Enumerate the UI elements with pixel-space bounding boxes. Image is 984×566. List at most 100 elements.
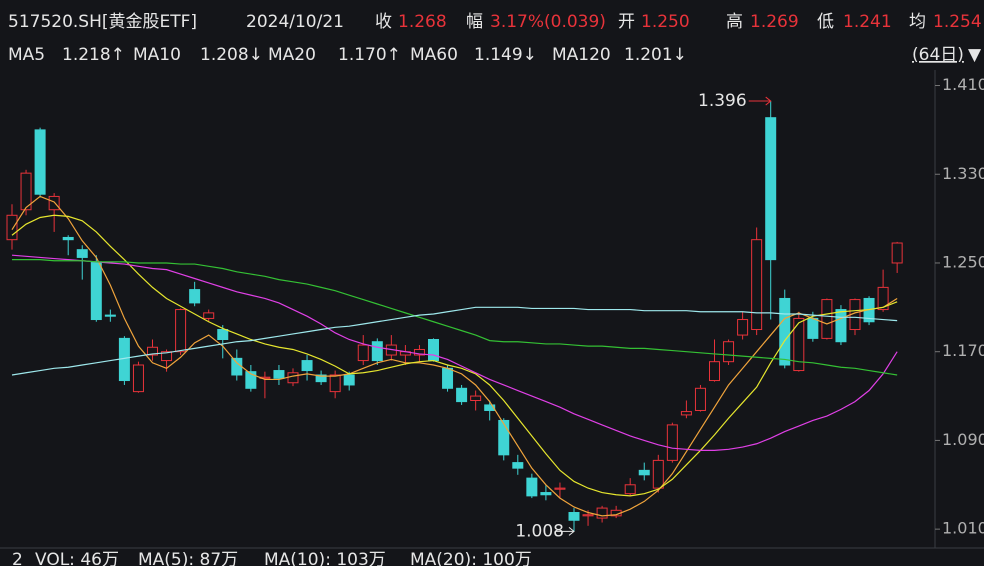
- candle-body: [891, 242, 903, 264]
- candle-body: [62, 236, 74, 241]
- legend-name: MA120: [552, 45, 611, 65]
- candle-body: [34, 129, 46, 195]
- candle-body: [779, 297, 791, 366]
- candle-body: [877, 286, 889, 311]
- volume-legend: MA(10): 103万: [264, 550, 386, 566]
- field-label: 高: [726, 12, 743, 32]
- candle-body: [20, 172, 32, 211]
- candle-body: [371, 341, 383, 362]
- legend-name: MA20: [268, 45, 316, 65]
- candle-body: [217, 329, 229, 340]
- field-value: 1.254: [933, 12, 982, 32]
- y-tick-label: 1.330: [942, 164, 984, 183]
- candle-body: [104, 314, 116, 317]
- y-tick-label: 1.410: [942, 75, 984, 94]
- candle-body: [357, 344, 369, 362]
- candle-body: [596, 507, 608, 519]
- legend-name: MA10: [133, 45, 181, 65]
- candle-body: [231, 357, 243, 376]
- candle-body: [343, 374, 355, 386]
- candle-body: [273, 370, 285, 379]
- candle-body: [456, 387, 468, 403]
- candle-body: [498, 419, 510, 456]
- candle-body: [638, 469, 650, 476]
- candle-body: [329, 374, 341, 393]
- field-value: 1.269: [750, 12, 799, 32]
- period-button[interactable]: (64日): [912, 45, 964, 65]
- candle-body: [203, 312, 215, 319]
- date: 2024/10/21: [246, 12, 344, 32]
- y-tick-label: 1.010: [942, 519, 984, 538]
- y-tick-label: 1.250: [942, 252, 984, 271]
- candle-body: [76, 249, 88, 258]
- annotation: 1.008: [515, 521, 564, 541]
- candle-body: [568, 512, 580, 521]
- candle-body: [161, 351, 173, 362]
- legend-name: MA60: [410, 45, 458, 65]
- security-title: 517520.SH[黄金股ETF]: [8, 12, 197, 32]
- field-label: 幅: [466, 12, 483, 32]
- legend-value: 1.208↓: [200, 45, 263, 65]
- candle-body: [6, 214, 18, 241]
- candle-body: [48, 195, 60, 211]
- candle-body: [666, 424, 678, 461]
- legend-value: 1.201↓: [624, 45, 687, 65]
- candle-body: [624, 484, 636, 495]
- candle-body: [413, 348, 425, 356]
- ma-line: [11, 195, 898, 517]
- candle-body: [484, 404, 496, 411]
- candle-body: [554, 487, 566, 490]
- ma-line: [11, 254, 898, 452]
- annotation: 1.396: [698, 91, 747, 111]
- y-tick-label: 1.170: [942, 341, 984, 360]
- field-value: 1.268: [398, 12, 447, 32]
- y-tick-label: 1.090: [942, 430, 984, 449]
- candle-body: [694, 387, 706, 411]
- candle-body: [175, 309, 187, 353]
- candle-body: [582, 514, 594, 517]
- field-label: 低: [817, 12, 834, 32]
- candle-body: [147, 346, 158, 356]
- annotation-arrowhead: [568, 526, 575, 536]
- legend-value: 1.170↑: [338, 45, 401, 65]
- candle-body: [90, 261, 102, 321]
- candle-body: [680, 411, 692, 416]
- field-value: 3.17%(0.039): [490, 12, 606, 32]
- candle-body: [709, 361, 720, 382]
- candle-body: [470, 395, 482, 401]
- candle-body: [245, 371, 257, 389]
- candle-body: [765, 117, 777, 261]
- candle-body: [512, 462, 524, 469]
- ma-line: [11, 214, 898, 497]
- candle-body: [737, 319, 749, 336]
- field-label: 均: [909, 12, 926, 32]
- field-label: 收: [375, 12, 392, 32]
- annotation-arrowhead: [765, 96, 772, 106]
- volume-legend: MA(20): 100万: [410, 550, 532, 566]
- candle-body: [835, 309, 847, 343]
- field-label: 开: [618, 12, 635, 32]
- candle-body: [652, 459, 664, 489]
- volume-legend: VOL: 46万: [35, 550, 119, 566]
- candle-body: [526, 477, 538, 497]
- dropdown-arrow[interactable]: ▼: [968, 45, 982, 65]
- candle-body: [428, 338, 439, 362]
- candle-body: [723, 341, 735, 363]
- candle-body: [807, 317, 819, 339]
- candle-body: [189, 289, 201, 304]
- ma-line: [12, 259, 898, 376]
- candle-body: [301, 360, 313, 372]
- legend-name: MA5: [8, 45, 45, 65]
- candle-body: [315, 374, 327, 383]
- candle-body: [540, 492, 552, 496]
- candle-body: [287, 372, 299, 384]
- candle-body: [132, 364, 144, 393]
- legend-value: 1.218↑: [62, 45, 125, 65]
- candle-body: [442, 367, 454, 389]
- legend-value: 1.149↓: [474, 45, 537, 65]
- candle-body: [793, 317, 805, 372]
- panel-index: 2: [12, 550, 23, 566]
- ma-line: [11, 306, 898, 376]
